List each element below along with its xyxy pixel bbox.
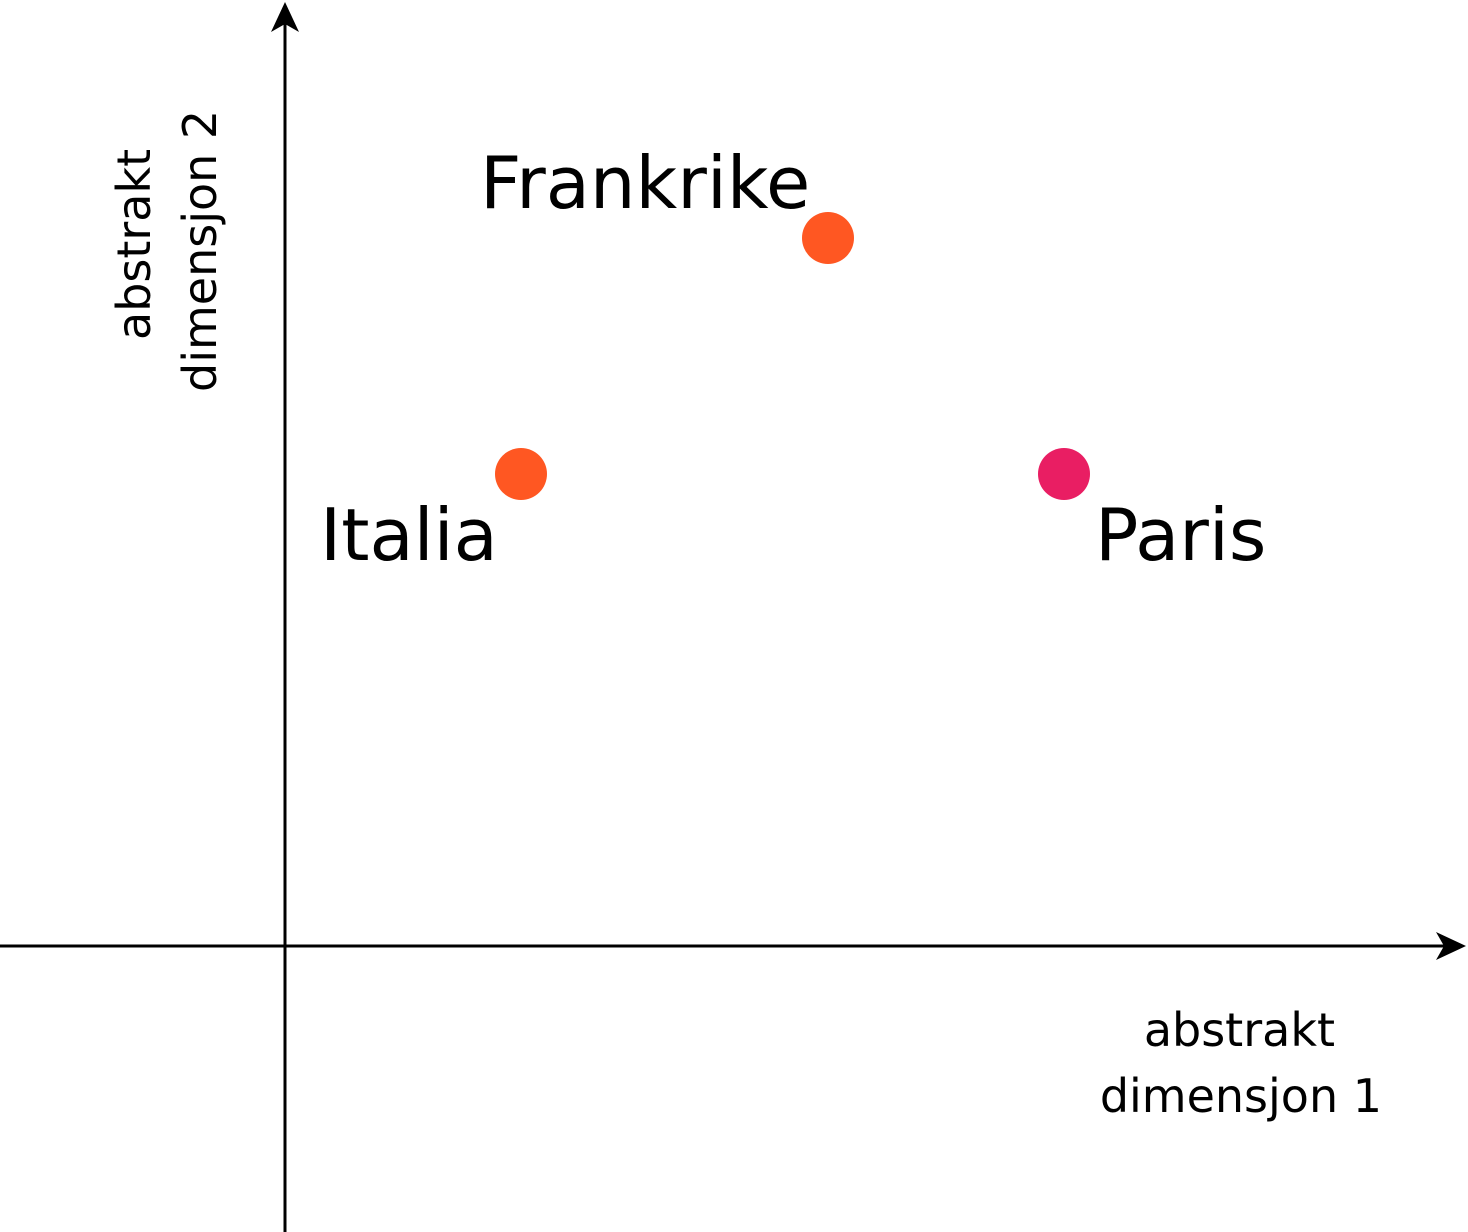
point-italia (495, 448, 547, 500)
x-axis-arrow-icon (1436, 932, 1466, 960)
y-axis-label-line-1: abstrakt (107, 149, 161, 340)
x-axis-label-line-2: dimensjon 1 (1100, 1069, 1382, 1123)
x-axis-label-line-1: abstrakt (1144, 1003, 1335, 1057)
point-label-frankrike: Frankrike (480, 141, 810, 225)
point-frankrike (802, 212, 854, 264)
y-axis-label-line-2: dimensjon 2 (173, 110, 227, 392)
point-paris (1038, 448, 1090, 500)
point-label-italia: Italia (320, 493, 498, 577)
y-axis-arrow-icon (271, 2, 299, 32)
point-label-paris: Paris (1095, 493, 1266, 577)
